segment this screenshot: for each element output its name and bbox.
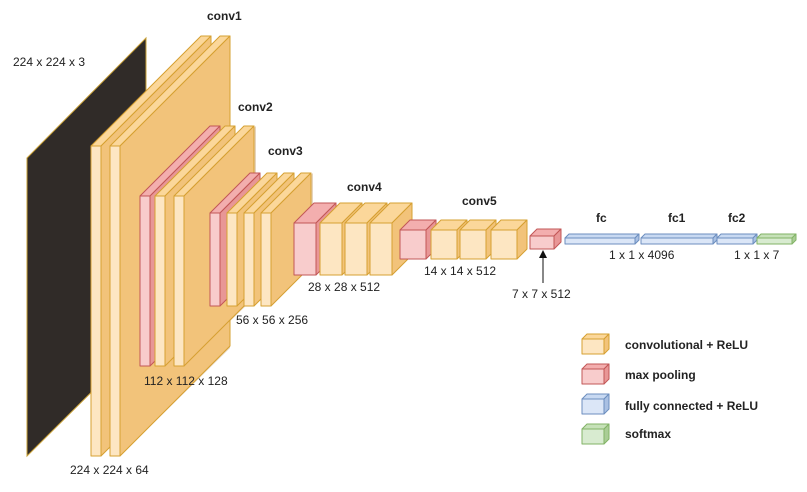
conv2-title: conv2 xyxy=(238,100,273,114)
legend-label-conv: convolutional + ReLU xyxy=(625,338,748,352)
conv5-layer-c xyxy=(490,219,528,260)
block-front-face xyxy=(581,338,605,355)
conv3-block xyxy=(209,172,312,307)
conv2-dim-label: 112 x 112 x 128 xyxy=(144,374,228,388)
legend: convolutional + ReLU max pooling fully c… xyxy=(581,333,758,445)
block-front-face xyxy=(139,195,151,367)
conv5-title: conv5 xyxy=(462,194,497,208)
block-front-face xyxy=(319,222,343,276)
block-top-face xyxy=(564,233,640,239)
legend-swatch-conv xyxy=(581,333,610,355)
legend-label-pool: max pooling xyxy=(625,368,696,382)
block-front-face xyxy=(109,145,121,457)
conv3-title: conv3 xyxy=(268,144,303,158)
fc1-title: fc1 xyxy=(668,211,686,225)
fc1-layer xyxy=(640,233,718,245)
block-front-face xyxy=(293,222,317,276)
pool5-arrow xyxy=(539,250,547,283)
pool5-dim-label: 7 x 7 x 512 xyxy=(512,287,571,301)
conv4-title: conv4 xyxy=(347,180,382,194)
conv4-dim-label: 28 x 28 x 512 xyxy=(308,280,380,294)
legend-swatch-fc xyxy=(581,393,610,415)
block-front-face xyxy=(716,237,754,245)
block-top-face xyxy=(640,233,718,239)
block-front-face xyxy=(260,212,272,307)
block-front-face xyxy=(490,229,518,260)
legend-swatch-softmax xyxy=(581,423,610,445)
input-dim-label: 224 x 224 x 3 xyxy=(13,55,85,69)
fc-dim-label: 1 x 1 x 4096 xyxy=(609,248,675,262)
block-front-face xyxy=(640,237,714,245)
block-front-face xyxy=(581,398,605,415)
block-front-face xyxy=(154,195,166,367)
block-front-face xyxy=(581,428,605,445)
legend-label-fc: fully connected + ReLU xyxy=(625,399,758,413)
block-front-face xyxy=(399,229,427,260)
conv3-dim-label: 56 x 56 x 256 xyxy=(236,313,308,327)
legend-swatch-pool xyxy=(581,363,610,385)
conv4-block xyxy=(293,202,413,276)
block-front-face xyxy=(209,212,221,307)
conv1-title: conv1 xyxy=(207,9,242,23)
fc2-layer xyxy=(716,233,758,245)
fc-title: fc xyxy=(596,211,607,225)
block-front-face xyxy=(90,145,102,457)
fc2-dim-label: 1 x 1 x 7 xyxy=(734,248,780,262)
block-front-face xyxy=(430,229,458,260)
block-front-face xyxy=(344,222,368,276)
softmax-layer xyxy=(756,233,797,245)
block-front-face xyxy=(581,368,605,385)
block-front-face xyxy=(564,237,636,245)
block-top-face xyxy=(756,233,797,239)
conv1-dim-label: 224 x 224 x 64 xyxy=(70,463,149,477)
conv5-dim-label: 14 x 14 x 512 xyxy=(424,264,496,278)
block-front-face xyxy=(243,212,255,307)
block-front-face xyxy=(459,229,487,260)
block-front-face xyxy=(756,237,793,245)
block-front-face xyxy=(173,195,185,367)
fc2-title: fc2 xyxy=(728,211,746,225)
fc-layer xyxy=(564,233,640,245)
pool5-layer xyxy=(529,228,562,250)
block-front-face xyxy=(369,222,393,276)
block-front-face xyxy=(226,212,238,307)
conv5-block xyxy=(399,219,528,260)
legend-label-softmax: softmax xyxy=(625,427,671,441)
block-top-face xyxy=(716,233,758,239)
block-front-face xyxy=(529,235,555,250)
